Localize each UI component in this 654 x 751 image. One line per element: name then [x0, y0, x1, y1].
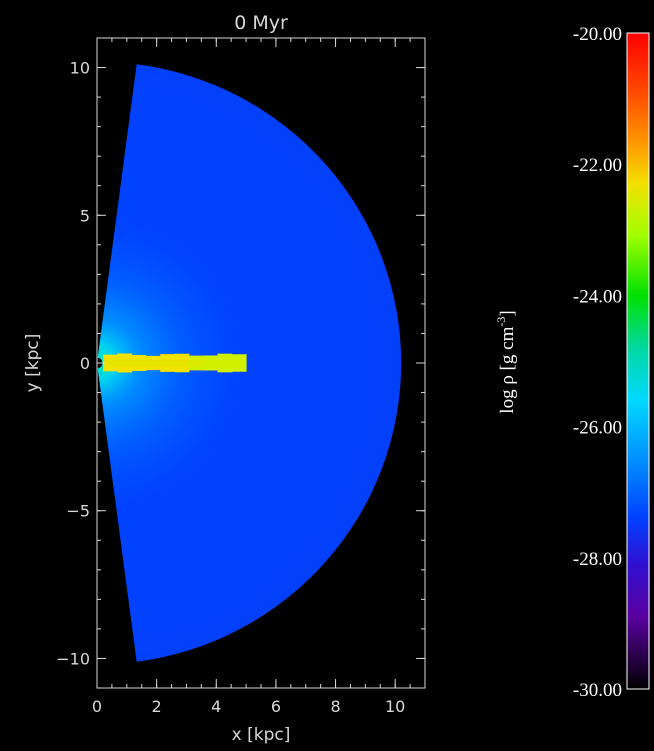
x-tick-label: 2	[152, 697, 162, 716]
y-tick-label: −10	[56, 649, 90, 668]
jet	[102, 353, 247, 373]
y-tick-label: 0	[80, 354, 90, 373]
y-tick-label: −5	[66, 502, 90, 521]
y-axis-label: y [kpc]	[23, 334, 43, 393]
colorbar-gradient	[626, 32, 650, 690]
colorbar-tick-label: -26.00	[573, 418, 622, 439]
y-tick-label: 5	[80, 206, 90, 225]
chart-title: 0 Myr	[234, 12, 288, 34]
colorbar-tick-label: -30.00	[573, 680, 622, 701]
x-axis-label: x [kpc]	[232, 725, 291, 745]
colorbar: -20.00 -22.00 -24.00 -26.00 -28.00 -30.00 log …	[494, 24, 650, 701]
axes: 0 2 4 6 8 10 −10 −5 0 5 10 0 Myr x [kpc] y [kpc]	[23, 12, 426, 745]
x-tick-label: 6	[271, 697, 281, 716]
x-tick-label: 4	[211, 697, 221, 716]
colorbar-label: log ρ [g cm-3]	[494, 310, 518, 413]
x-tick-label: 8	[330, 697, 340, 716]
x-tick-label: 0	[92, 697, 102, 716]
jet-segment	[231, 354, 247, 372]
colorbar-tick-label: -20.00	[573, 24, 622, 45]
colorbar-tick-label: -24.00	[573, 286, 622, 307]
x-tick-label: 10	[385, 697, 405, 716]
jet-segment	[203, 355, 218, 371]
y-tick-label: 10	[70, 59, 90, 78]
colorbar-tick-label: -28.00	[573, 549, 622, 570]
jet-segment	[217, 353, 233, 373]
colorbar-tick-label: -22.00	[573, 155, 622, 176]
